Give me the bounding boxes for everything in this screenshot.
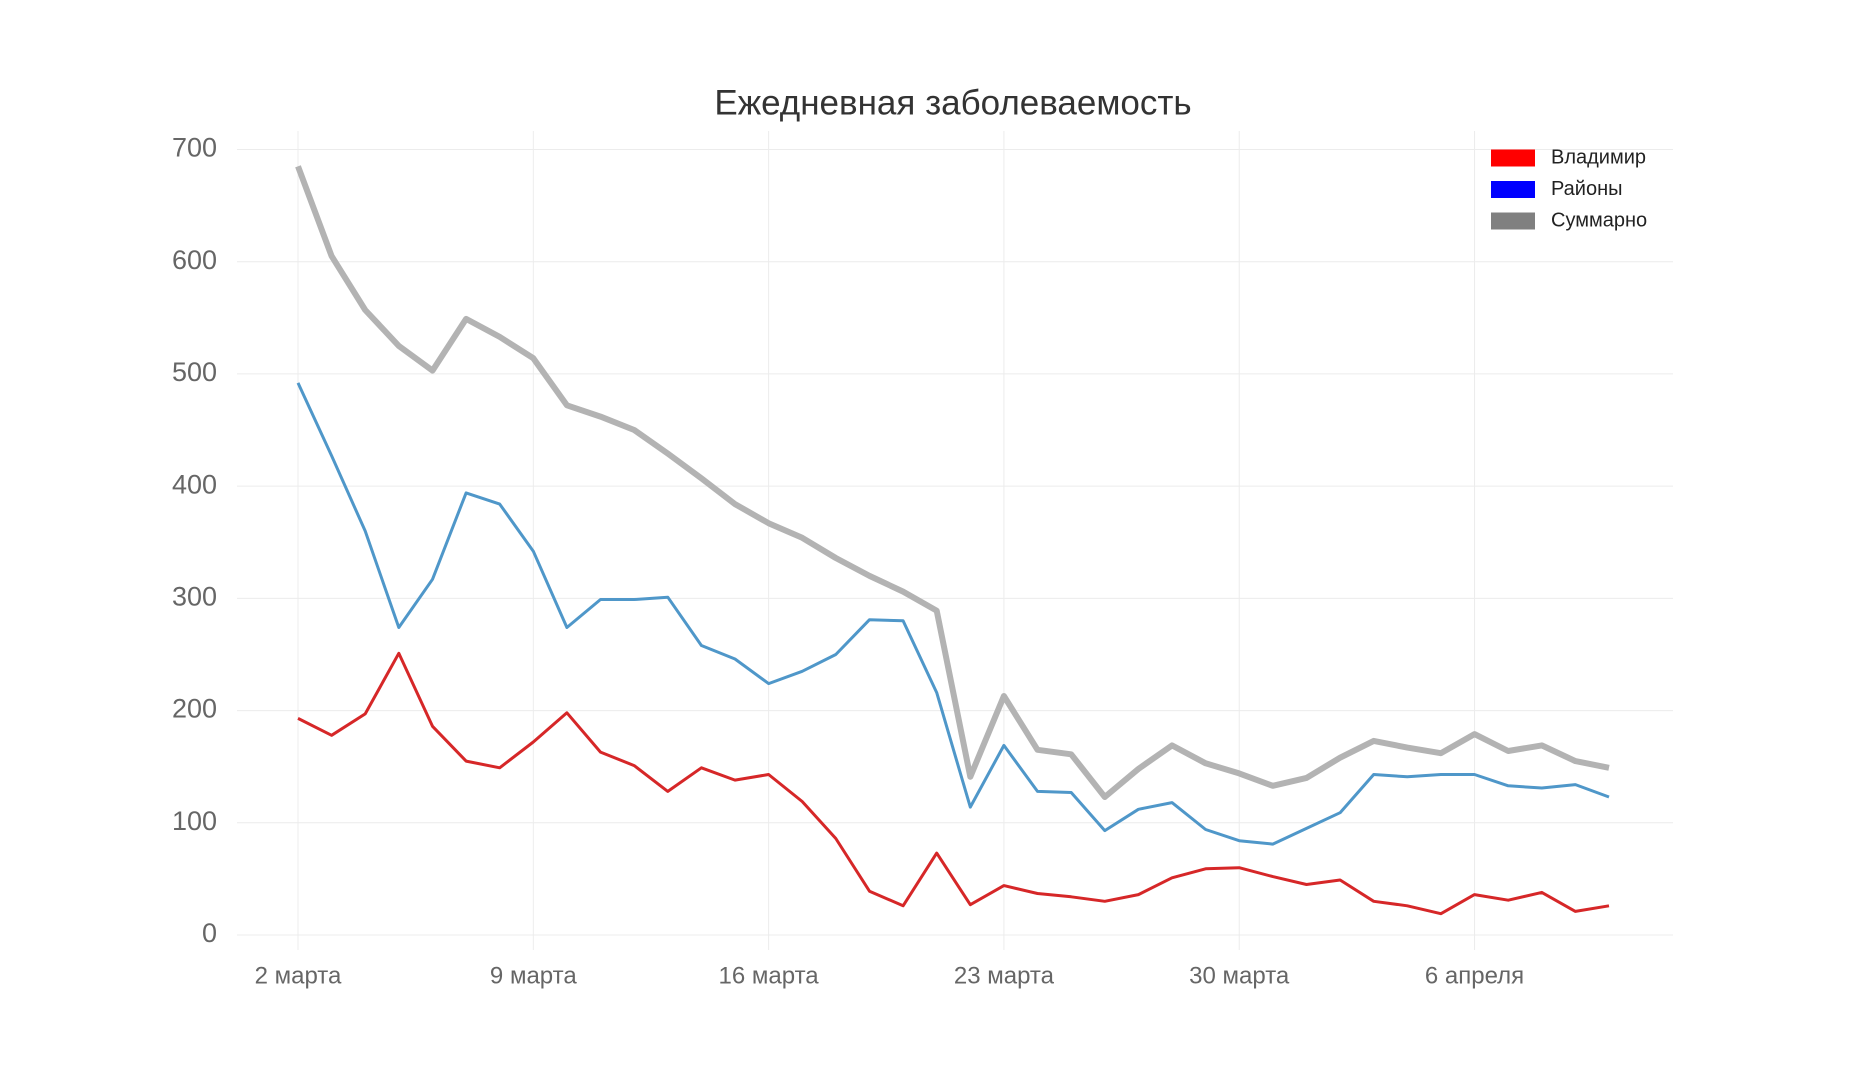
x-tick-label: 23 марта [954,962,1055,989]
x-tick-label: 30 марта [1189,962,1290,989]
legend-swatch [1491,212,1535,230]
legend-swatch [1491,149,1535,167]
x-tick-label: 6 апреля [1425,962,1524,989]
x-tick-label: 2 марта [255,962,342,989]
y-tick-label: 0 [202,918,217,948]
y-tick-label: 200 [172,694,217,724]
y-tick-label: 400 [172,469,217,499]
y-tick-label: 300 [172,581,217,611]
legend-label: Суммарно [1551,209,1647,231]
legend-swatch [1491,181,1535,198]
series-line [295,165,1610,800]
legend-label: Районы [1551,178,1623,200]
x-tick-label: 16 марта [719,962,820,989]
y-tick-label: 700 [172,133,217,163]
chart-title: Ежедневная заболеваемость [714,83,1191,122]
series-line [297,651,1610,916]
y-tick-label: 600 [172,245,217,275]
y-tick-label: 500 [172,357,217,387]
legend-label: Владимир [1551,146,1646,168]
series-line [296,382,1610,846]
y-tick-label: 100 [172,806,217,836]
x-tick-label: 9 марта [490,962,577,989]
